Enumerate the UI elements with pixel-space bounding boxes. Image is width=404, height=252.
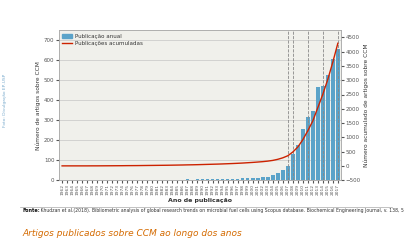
Bar	[210, 179, 215, 180]
Text: Khudzan et al.(2018). Bibliometric analysis of global research trends on microbi: Khudzan et al.(2018). Bibliometric analy…	[39, 208, 404, 213]
Bar	[281, 170, 284, 180]
Bar	[326, 75, 330, 180]
Bar	[196, 179, 199, 180]
Bar	[296, 145, 300, 180]
Bar	[216, 179, 219, 180]
Bar	[236, 179, 240, 180]
Bar	[311, 111, 315, 180]
Bar	[306, 117, 309, 180]
Bar	[206, 179, 209, 180]
Bar	[266, 177, 269, 180]
Bar	[241, 178, 244, 180]
Bar	[301, 129, 305, 180]
Text: Foto: Divulgação EP-USP: Foto: Divulgação EP-USP	[3, 74, 7, 128]
Bar	[226, 179, 229, 180]
Bar	[316, 87, 320, 180]
Bar	[201, 179, 204, 180]
Bar	[291, 154, 295, 180]
Text: Fonte:: Fonte:	[22, 208, 40, 213]
Bar	[286, 166, 290, 180]
Bar	[261, 177, 265, 180]
Bar	[336, 49, 340, 180]
Bar	[246, 178, 250, 180]
Bar	[185, 179, 189, 180]
Y-axis label: Número de artigos sobre CCM: Número de artigos sobre CCM	[36, 61, 41, 150]
Bar	[231, 179, 234, 180]
Legend: Publicação anual, Publicações acumuladas: Publicação anual, Publicações acumuladas	[61, 33, 144, 47]
Bar	[276, 173, 280, 180]
Bar	[271, 175, 275, 180]
Bar	[251, 178, 255, 180]
Bar	[331, 59, 335, 180]
Bar	[221, 179, 225, 180]
Y-axis label: Número acumulado de artigos sobre CCM: Número acumulado de artigos sobre CCM	[364, 43, 369, 167]
Bar	[256, 178, 259, 180]
X-axis label: Ano de publicação: Ano de publicação	[168, 198, 232, 203]
Bar	[321, 86, 325, 180]
Text: Artigos publicados sobre CCM ao longo dos anos: Artigos publicados sobre CCM ao longo do…	[22, 229, 242, 238]
